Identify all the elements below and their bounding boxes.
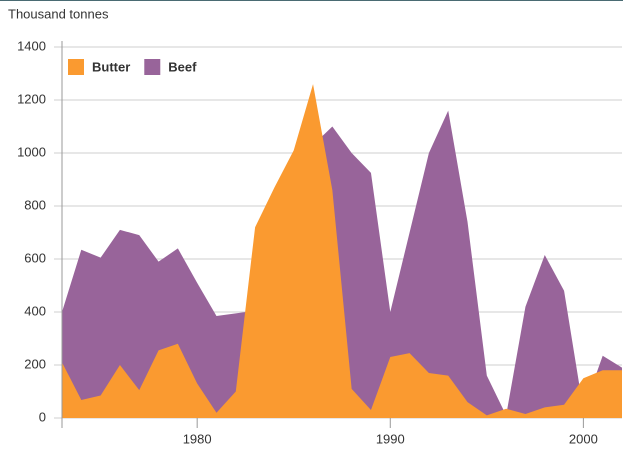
legend: Butter Beef: [68, 59, 197, 75]
chart-title: Thousand tonnes: [8, 6, 109, 21]
x-tick-label: 1980: [183, 431, 212, 446]
y-tick-label: 200: [24, 356, 46, 371]
area: [62, 110, 622, 418]
areas: [62, 84, 622, 418]
y-tick-label: 1400: [17, 38, 46, 53]
y-tick-label: 800: [24, 197, 46, 212]
legend-label: Butter: [92, 59, 130, 74]
x-tick-label: 2000: [569, 431, 598, 446]
y-tick-label: 1000: [17, 144, 46, 159]
y-tick-label: 1200: [17, 91, 46, 106]
x-tick-label: 1990: [376, 431, 405, 446]
area: [62, 84, 622, 418]
legend-label: Beef: [168, 59, 197, 74]
y-tick-label: 400: [24, 303, 46, 318]
legend-swatch: [68, 59, 84, 75]
y-tick-label: 600: [24, 250, 46, 265]
axes: 0 200 400 600 800 1000 1200 1400 1980 1990 2000: [17, 38, 598, 446]
legend-swatch: [144, 59, 161, 75]
y-tick-label: 0: [39, 409, 46, 424]
